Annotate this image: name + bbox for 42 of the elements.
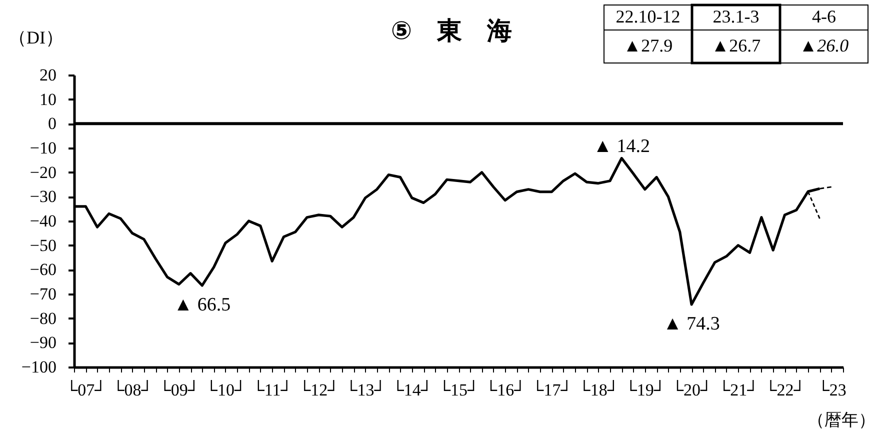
y-tick-label: −10 [30, 138, 56, 158]
x-axis-title: （暦年） [808, 410, 876, 430]
x-tick-label: └18┘ [578, 380, 620, 400]
x-tick-label: └23 [817, 380, 846, 400]
y-tick-label: −70 [30, 284, 56, 304]
x-tick-label: └13┘ [345, 380, 386, 400]
x-tick-label: └21┘ [718, 380, 760, 400]
y-tick-label: −30 [30, 187, 56, 206]
text: 23.1-3 [712, 6, 760, 26]
x-tick-label: └08┘ [112, 380, 154, 400]
x-tick-label: └22┘ [764, 380, 806, 400]
y-tick-label: −20 [30, 162, 56, 182]
chart-title: ⑤ 東 海 [390, 16, 512, 45]
x-tick-label: └11┘ [252, 380, 293, 400]
annotation: ▲ 74.3 [663, 313, 720, 334]
y-tick-label: 0 [48, 114, 56, 134]
y-tick-label: −50 [30, 236, 56, 255]
text: 4-6 [812, 6, 836, 26]
text: ▲26.0 [799, 36, 849, 56]
y-tick-label: 20 [40, 66, 56, 84]
y-tick-label: −90 [30, 333, 56, 352]
x-tick-label: └19┘ [624, 380, 666, 400]
y-tick-label: −60 [30, 260, 56, 280]
text: ▲27.9 [623, 36, 673, 56]
annotation: ▲ 66.5 [174, 294, 231, 316]
x-tick-label: └10┘ [205, 380, 247, 400]
y-tick-label: −40 [30, 212, 56, 230]
x-tick-label: └15┘ [438, 380, 480, 400]
x-tick-label: └09┘ [158, 380, 200, 400]
x-tick-label: └07┘ [66, 380, 107, 400]
annotation: ▲ 14.2 [593, 136, 650, 158]
text: 22.10-12 [616, 6, 680, 26]
y-tick-label: −80 [30, 308, 56, 328]
text: ▲26.7 [711, 36, 761, 56]
x-tick-label: └17┘ [532, 380, 573, 400]
x-tick-label: └20┘ [671, 380, 713, 400]
y-tick-label: 10 [40, 90, 56, 109]
y-tick-label: −100 [21, 358, 56, 376]
y-axis-title: （DI） [8, 28, 64, 48]
x-tick-label: └12┘ [298, 380, 340, 400]
x-tick-label: └14┘ [392, 380, 433, 400]
x-tick-label: └16┘ [485, 380, 526, 400]
